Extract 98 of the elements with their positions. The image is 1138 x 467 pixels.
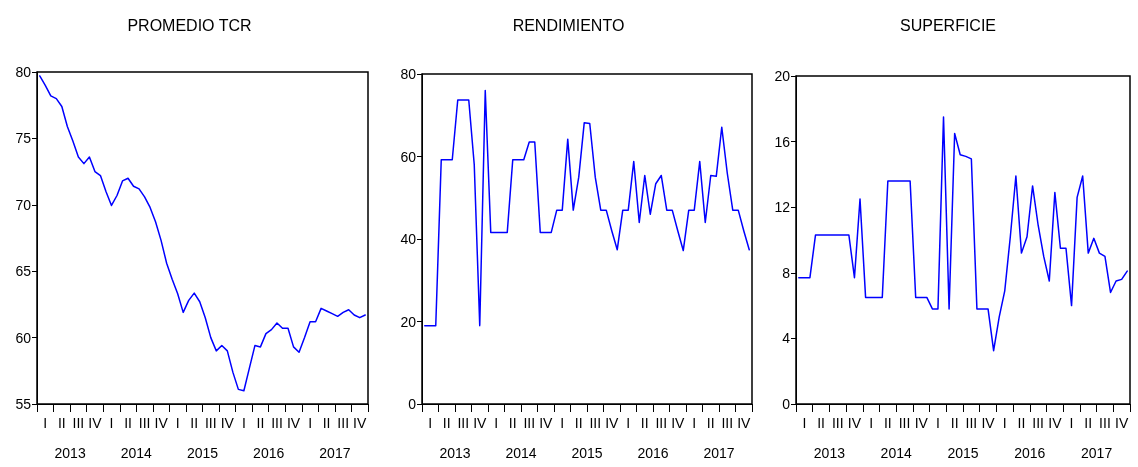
x-tick-label: I	[175, 415, 180, 431]
y-tick-label: 65	[15, 263, 32, 280]
x-tick-label: IV	[671, 415, 686, 431]
chart-title: SUPERFICIE	[899, 16, 997, 34]
x-tick-label: I	[1069, 415, 1074, 431]
text: 2016	[1014, 445, 1046, 461]
x-tick-label: I	[494, 415, 499, 431]
x-tick-label: I	[1002, 415, 1007, 431]
x-tick-label: IV	[847, 415, 862, 431]
x-tick-label: II	[256, 415, 265, 431]
x-tick-label: II	[124, 415, 132, 431]
x-tick-label: IV	[1115, 415, 1129, 431]
text: 2013	[439, 445, 471, 461]
text: 2017	[703, 445, 735, 461]
x-tick-label: III	[721, 415, 734, 431]
y-tick-label: 4	[782, 330, 791, 347]
x-tick-label: II	[817, 415, 825, 431]
x-tick-label: IV	[1048, 415, 1063, 431]
y-tick-label: 70	[15, 196, 32, 213]
x-tick-label: III	[589, 415, 602, 431]
y-tick-label: 0	[782, 396, 791, 412]
x-tick-label: I	[109, 415, 114, 431]
x-tick-label: III	[655, 415, 668, 431]
y-tick-label: 8	[782, 264, 791, 281]
y-tick-label: 20	[774, 68, 791, 84]
x-tick-label: II	[1017, 415, 1026, 431]
x-tick-label: II	[442, 415, 451, 431]
x-tick-label: IV	[286, 415, 301, 431]
text: 2014	[880, 445, 912, 461]
x-tick-label: I	[43, 415, 48, 431]
line-series	[39, 75, 366, 392]
x-tick-label: I	[692, 415, 697, 431]
x-tick-label: IV	[88, 415, 103, 431]
x-tick-label: IV	[473, 415, 488, 431]
x-tick-label: II	[190, 415, 199, 431]
line-series	[798, 116, 1128, 352]
y-tick-label: 12	[774, 199, 791, 216]
y-tick-label: 80	[400, 66, 417, 82]
x-tick-label: II	[57, 415, 66, 431]
x-tick-label: III	[831, 415, 844, 431]
text: 2014	[505, 445, 537, 461]
x-tick-label: II	[1084, 415, 1093, 431]
y-tick-label: 80	[15, 64, 32, 80]
x-tick-label: III	[523, 415, 536, 431]
x-tick-label: II	[883, 415, 892, 431]
x-tick-label: II	[574, 415, 583, 431]
x-tick-label: I	[560, 415, 565, 431]
x-tick-label: IV	[539, 415, 554, 431]
x-tick-label: IV	[353, 415, 367, 431]
x-tick-label: III	[1099, 415, 1111, 431]
x-tick-label: IV	[154, 415, 169, 431]
chart-title: RENDIMIENTO	[512, 16, 625, 34]
x-tick-label: IV	[605, 415, 620, 431]
x-tick-label: III	[72, 415, 85, 431]
y-tick-label: 60	[15, 329, 32, 346]
x-tick-label: I	[936, 415, 940, 431]
x-tick-label: I	[241, 415, 246, 431]
x-tick-label: III	[204, 415, 217, 431]
x-tick-label: II	[706, 415, 715, 431]
text: 2015	[186, 445, 219, 461]
x-tick-label: III	[965, 415, 978, 431]
x-tick-label: IV	[737, 415, 752, 431]
x-tick-label: I	[802, 415, 807, 431]
x-tick-label: II	[640, 415, 649, 431]
x-tick-label: I	[308, 415, 313, 431]
x-tick-label: III	[1032, 415, 1044, 431]
x-tick-label: II	[322, 415, 331, 431]
text: 2015	[571, 445, 603, 461]
x-tick-label: III	[898, 415, 911, 431]
x-tick-label: III	[457, 415, 470, 431]
y-tick-label: 0	[408, 396, 417, 412]
text: 2015	[947, 445, 979, 461]
y-tick-label: 60	[400, 148, 417, 165]
x-tick-label: II	[950, 415, 959, 431]
x-tick-label: IV	[981, 415, 996, 431]
x-tick-label: IV	[914, 415, 929, 431]
text: 2017	[319, 445, 351, 461]
chart-title: PROMEDIO TCR	[127, 16, 252, 34]
y-tick-label: 75	[15, 130, 32, 147]
y-tick-label: 20	[400, 313, 417, 330]
text: 2016	[253, 445, 285, 461]
line-series	[424, 89, 750, 327]
x-tick-label: III	[138, 415, 151, 431]
x-tick-label: III	[337, 415, 350, 431]
text: 2014	[120, 445, 153, 461]
x-tick-label: II	[508, 415, 517, 431]
x-tick-label: IV	[220, 415, 235, 431]
x-tick-label: I	[626, 415, 631, 431]
text: 2017	[1081, 445, 1113, 461]
text: 2013	[813, 445, 846, 461]
x-tick-label: I	[428, 415, 433, 431]
x-tick-label: I	[869, 415, 874, 431]
y-tick-label: 55	[15, 396, 32, 412]
text: 2013	[54, 445, 86, 461]
text: 2016	[637, 445, 669, 461]
y-tick-label: 16	[774, 133, 791, 150]
x-tick-label: III	[271, 415, 283, 431]
y-tick-label: 40	[400, 231, 417, 247]
